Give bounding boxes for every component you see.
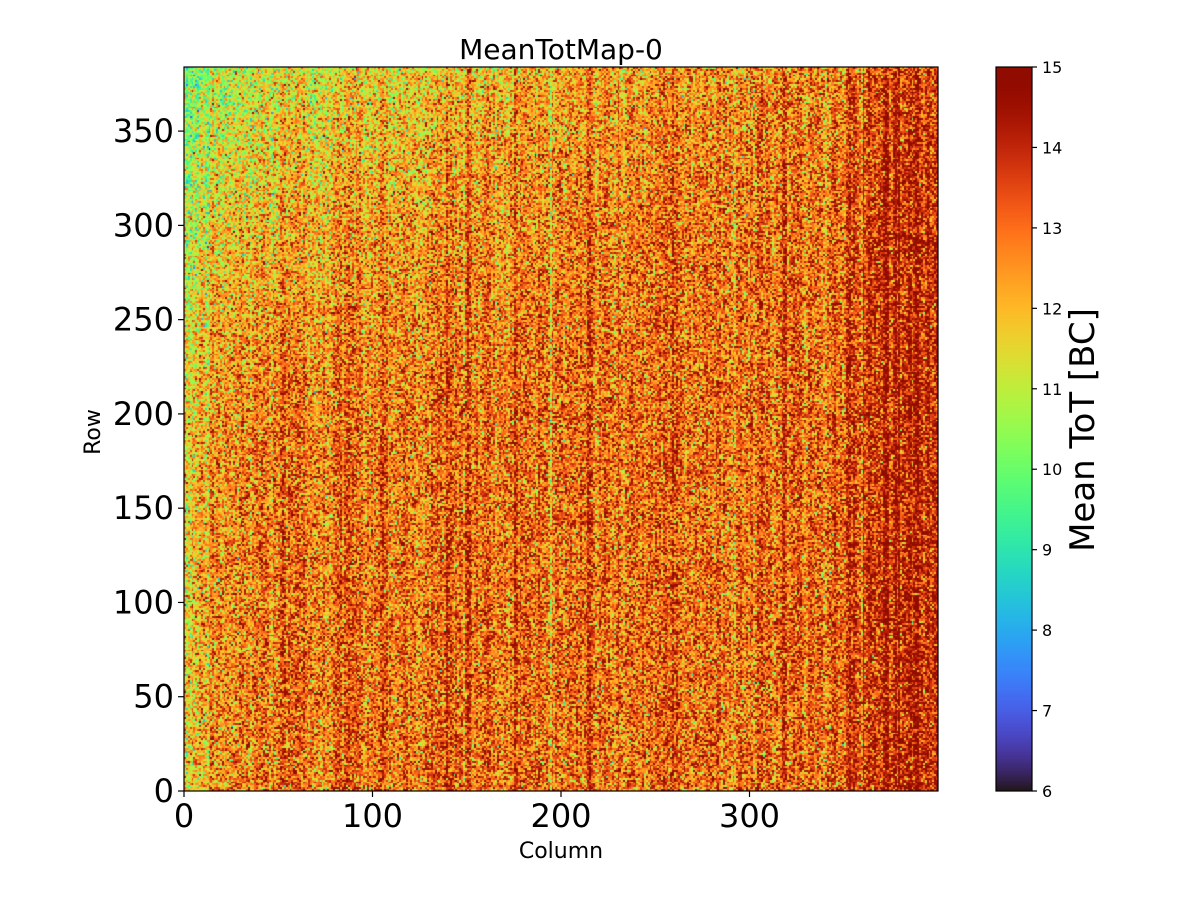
x-axis-label: Column <box>519 839 603 864</box>
y-tick-label: 250 <box>113 301 174 339</box>
colorbar-gradient <box>996 67 1032 791</box>
plot-frame <box>183 66 939 792</box>
x-tick-label: 200 <box>530 797 591 835</box>
y-tick-label: 50 <box>133 678 174 716</box>
y-tick-label: 150 <box>113 489 174 527</box>
heatmap-image <box>184 67 938 791</box>
x-axis-ticks: 0 100 200 300 <box>174 791 780 835</box>
y-axis-ticks: 0 50 100 150 200 250 300 350 <box>113 112 184 810</box>
colorbar-tick-label: 12 <box>1042 299 1062 318</box>
y-tick-label: 200 <box>113 395 174 433</box>
colorbar-tick-label: 14 <box>1042 138 1062 157</box>
y-tick-label: 300 <box>113 206 174 244</box>
colorbar-tick-label: 7 <box>1042 702 1052 721</box>
colorbar-tick-label: 11 <box>1042 380 1062 399</box>
colorbar-tick-label: 9 <box>1042 541 1052 560</box>
colorbar-ticks: 6 7 8 9 10 11 12 13 14 15 <box>1032 58 1062 801</box>
colorbar-tick-label: 6 <box>1042 782 1052 801</box>
x-tick-label: 100 <box>342 797 403 835</box>
colorbar-label: Mean ToT [BC] <box>1063 308 1103 552</box>
colorbar-tick-label: 10 <box>1042 460 1062 479</box>
y-axis-label: Row <box>81 409 106 455</box>
chart-title: MeanTotMap-0 <box>459 33 663 66</box>
colorbar-tick-label: 13 <box>1042 219 1062 238</box>
x-tick-label: 0 <box>174 797 194 835</box>
y-tick-label: 0 <box>154 772 174 810</box>
colorbar-frame <box>995 66 1033 792</box>
y-tick-label: 350 <box>113 112 174 150</box>
colorbar-tick-label: 15 <box>1042 58 1062 77</box>
colorbar-tick-label: 8 <box>1042 621 1052 640</box>
x-tick-label: 300 <box>719 797 780 835</box>
y-tick-label: 100 <box>113 583 174 621</box>
